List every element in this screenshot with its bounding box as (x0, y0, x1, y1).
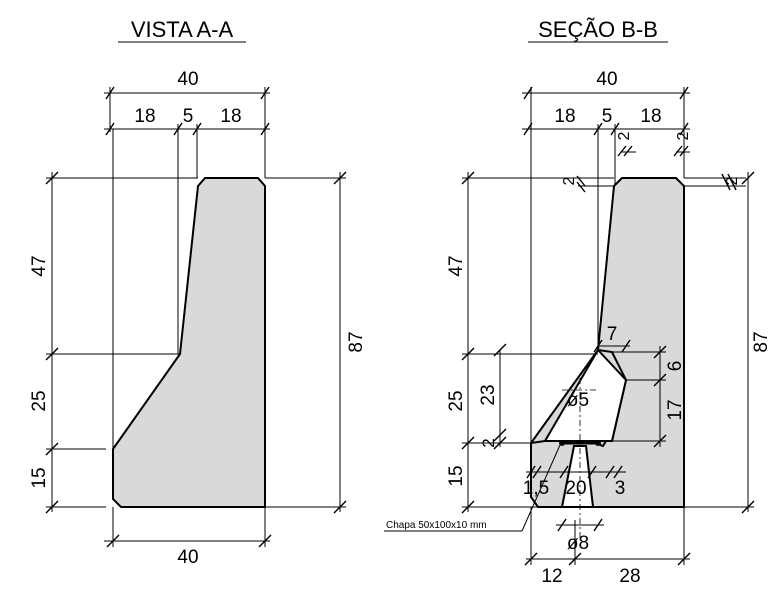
section-b-dim-87: 87 (751, 331, 769, 352)
section-b-dim-phi5: ø5 (567, 390, 589, 411)
section-b-chamfer-2-b: 2 (675, 131, 692, 140)
section-b-dim-40-top: 40 (596, 69, 617, 90)
view-a-dim-47: 47 (29, 255, 50, 276)
view-a-dim-18-right: 18 (220, 106, 241, 127)
section-b-dim-23: 23 (478, 384, 499, 405)
plate-label: Chapa 50x100x10 mm (386, 520, 487, 531)
section-b-dim-phi8: ø8 (567, 533, 589, 554)
section-b-dim-28: 28 (619, 566, 640, 587)
view-a-dim-87: 87 (346, 331, 367, 352)
section-b-dim-7: 7 (607, 324, 618, 345)
view-a-profile (112, 177, 266, 508)
section-b-dim-12: 12 (541, 566, 562, 587)
view-a-dim-15: 15 (29, 467, 50, 488)
plate-bolt-left (559, 440, 565, 446)
plate-bolt-right (595, 440, 601, 446)
section-b-dim-18-right: 18 (640, 106, 661, 127)
view-a-dim-18-left: 18 (134, 106, 155, 127)
section-b-chamfer-2-d: 2 (724, 176, 741, 185)
view-a-dim-40-bottom: 40 (177, 547, 198, 568)
section-b-dim-25: 25 (446, 390, 467, 411)
view-a-dim-40-top: 40 (177, 69, 198, 90)
section-b-dim-6: 6 (665, 361, 686, 372)
section-b-title: SEÇÃO B-B (538, 17, 658, 42)
section-b-chamfer-2-c: 2 (561, 176, 578, 185)
section-b-dim-17: 17 (665, 399, 686, 420)
section-b-dim-47: 47 (446, 255, 467, 276)
section-b-dim-18-left: 18 (554, 106, 575, 127)
view-a-a: VISTA A-A 40 18 5 18 47 25 15 (29, 17, 367, 568)
section-b-dim-2-inner: 2 (479, 438, 498, 447)
section-b-dim-15: 15 (446, 465, 467, 486)
section-b-chamfer-2-a: 2 (616, 131, 633, 140)
section-b-slot (560, 445, 595, 508)
view-a-dim-5: 5 (183, 106, 194, 127)
section-b-dim-5: 5 (602, 106, 613, 127)
section-b-b: SEÇÃO B-B 40 18 5 18 2 (384, 17, 769, 587)
section-b-dim-20: 20 (565, 478, 586, 499)
section-b-dim-3: 3 (615, 478, 626, 499)
view-a-title: VISTA A-A (131, 17, 234, 42)
view-a-dim-25: 25 (29, 390, 50, 411)
section-b-dim-1-5: 1,5 (523, 478, 549, 499)
